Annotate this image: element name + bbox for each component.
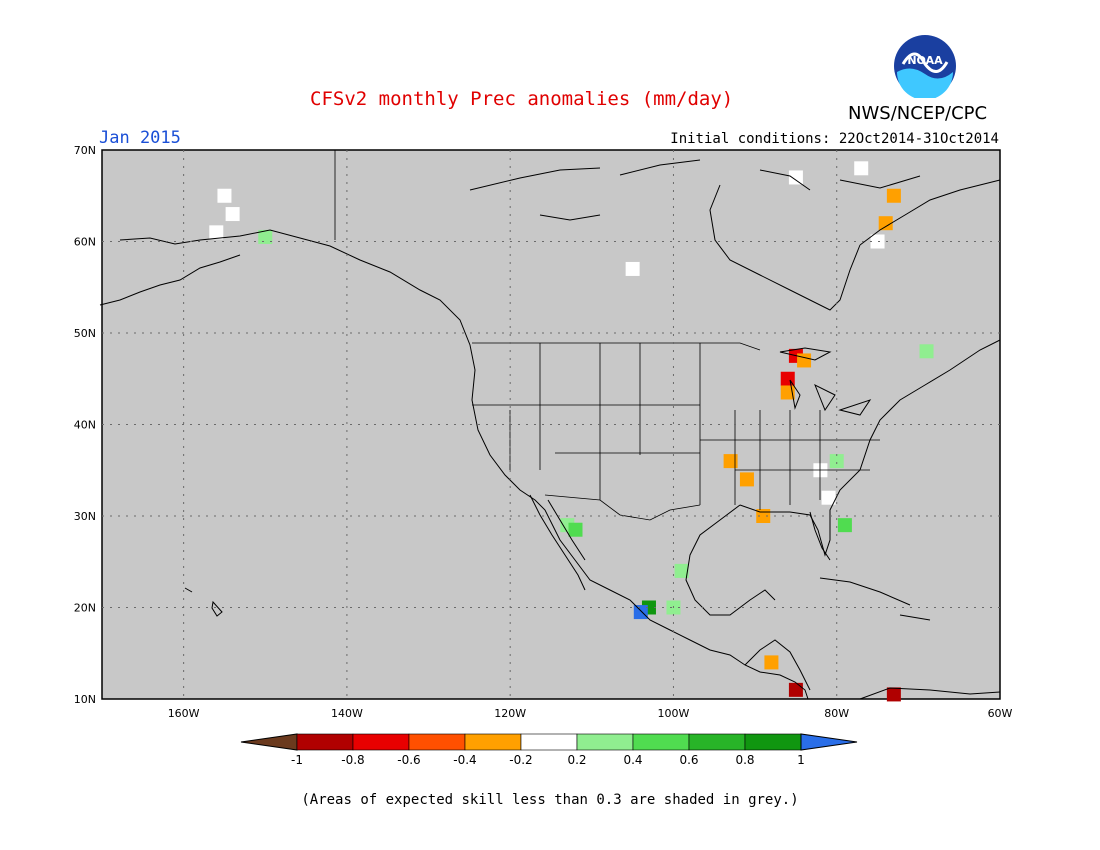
- lat-tick-label: 40N: [74, 419, 96, 432]
- anomaly-cell: [788, 170, 803, 185]
- anomaly-cell: [837, 518, 852, 533]
- lon-tick-label: 80W: [824, 707, 849, 720]
- colorbar-label: -0.6: [397, 753, 420, 767]
- colorbar-swatch: [744, 733, 802, 751]
- lat-tick-label: 60N: [74, 236, 96, 249]
- anomaly-cell: [739, 472, 754, 487]
- lat-tick-label: 10N: [74, 693, 96, 706]
- agency-label: NWS/NCEP/CPC: [848, 103, 988, 124]
- colorbar-label: 0.2: [567, 753, 586, 767]
- axis-labels: 160W 140W 120W 100W 80W 60W 70N 60N 50N 40N 30N 20N…: [74, 144, 1013, 720]
- colorbar-label: 1: [797, 753, 805, 767]
- noaa-logo: NOAA: [894, 35, 956, 98]
- anomaly-cell: [886, 687, 901, 702]
- colorbar-swatch: [352, 733, 410, 751]
- coastlines: [99, 159, 1001, 700]
- lat-tick-label: 20N: [74, 602, 96, 615]
- lon-tick-label: 100W: [658, 707, 690, 720]
- anomaly-cell: [919, 344, 934, 359]
- colorbar-label: 0.8: [735, 753, 754, 767]
- anomaly-cell: [209, 225, 224, 240]
- logo-text: NOAA: [907, 54, 943, 67]
- colorbar-label: 0.4: [623, 753, 642, 767]
- lat-tick-label: 50N: [74, 327, 96, 340]
- colorbar-swatch: [688, 733, 746, 751]
- colorbar-right-arrow: [800, 733, 858, 751]
- lon-tick-label: 60W: [988, 707, 1013, 720]
- lon-tick-label: 160W: [168, 707, 200, 720]
- anomaly-cell: [878, 216, 893, 231]
- colorbar-left-arrow: [240, 733, 298, 751]
- colorbar-label: -0.8: [341, 753, 364, 767]
- anomaly-cell: [674, 563, 689, 578]
- skill-footnote: (Areas of expected skill less than 0.3 a…: [301, 792, 799, 808]
- anomaly-cell: [788, 682, 803, 697]
- anomaly-cell: [764, 655, 779, 670]
- colorbar-swatch: [632, 733, 690, 751]
- colorbar-swatch: [520, 733, 578, 751]
- colorbar-label: -0.4: [453, 753, 476, 767]
- gridlines: [102, 150, 1000, 699]
- anomaly-cell: [625, 261, 640, 276]
- anomaly-cell: [797, 353, 812, 368]
- initial-conditions: Initial conditions: 22Oct2014-31Oct2014: [670, 131, 999, 147]
- anomaly-map: 160W 140W 120W 100W 80W 60W 70N 60N 50N 40N 30N 20N…: [74, 144, 1013, 720]
- anomaly-cell: [821, 490, 836, 505]
- lat-tick-label: 30N: [74, 510, 96, 523]
- colorbar: -1 -0.8 -0.6 -0.4 -0.2 0.2 0.4 0.6 0.8 1: [240, 733, 858, 767]
- forecast-month: Jan 2015: [99, 128, 181, 148]
- lat-tick-label: 70N: [74, 144, 96, 157]
- colorbar-label: -1: [291, 753, 303, 767]
- lon-tick-label: 140W: [331, 707, 363, 720]
- colorbar-label: 0.6: [679, 753, 698, 767]
- colorbar-swatch: [408, 733, 466, 751]
- lon-tick-label: 120W: [494, 707, 526, 720]
- anomaly-cell: [225, 207, 240, 222]
- anomaly-cell: [258, 229, 273, 244]
- anomaly-cell: [854, 161, 869, 176]
- anomaly-cell: [633, 605, 648, 620]
- state-borders: [334, 150, 880, 521]
- colorbar-swatch: [296, 733, 354, 751]
- colorbar-swatch: [576, 733, 634, 751]
- anomaly-cell: [723, 454, 738, 469]
- anomaly-cell: [568, 522, 583, 537]
- colorbar-swatch: [464, 733, 522, 751]
- anomaly-cell: [217, 188, 232, 203]
- anomaly-cell: [829, 454, 844, 469]
- anomaly-cell: [870, 234, 885, 249]
- colorbar-label: -0.2: [509, 753, 532, 767]
- anomaly-cells: [209, 161, 934, 702]
- anomaly-cell: [886, 188, 901, 203]
- chart-title: CFSv2 monthly Prec anomalies (mm/day): [310, 88, 734, 110]
